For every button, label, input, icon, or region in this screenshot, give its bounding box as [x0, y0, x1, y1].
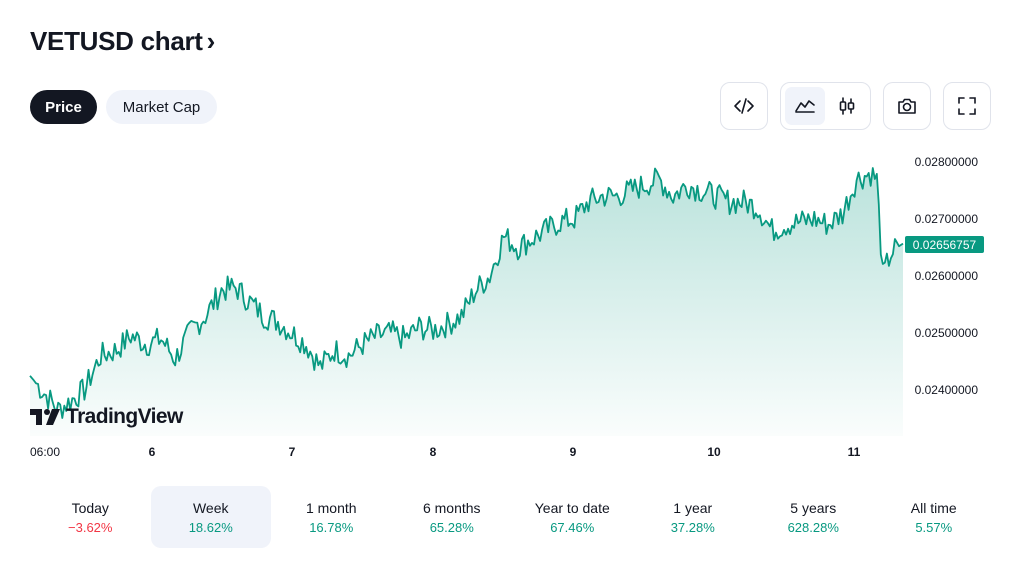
fullscreen-icon [958, 97, 976, 115]
period-change: 65.28% [429, 519, 474, 535]
period-change: 16.78% [309, 519, 354, 535]
period-year-to-date[interactable]: Year to date 67.46% [512, 486, 633, 548]
period-1-month[interactable]: 1 month 16.78% [271, 486, 392, 548]
candlestick-icon [839, 97, 855, 115]
period-label: All time [910, 499, 957, 516]
page-title[interactable]: VETUSD chart › [30, 26, 215, 57]
period-6-months[interactable]: 6 months 65.28% [392, 486, 513, 548]
period-label: 5 years [790, 499, 837, 516]
area-style-button[interactable] [785, 87, 825, 125]
area-chart-icon [795, 100, 815, 113]
x-tick-label: 9 [569, 445, 577, 459]
code-icon [734, 98, 754, 114]
price-area-fill [30, 168, 903, 436]
y-tick-label: 0.02700000 [914, 212, 978, 226]
camera-icon [898, 98, 916, 114]
candles-style-button[interactable] [827, 87, 867, 125]
tab-market-cap[interactable]: Market Cap [106, 90, 217, 124]
period-change: 67.46% [550, 519, 595, 535]
embed-button[interactable] [720, 82, 768, 130]
period-change: 5.57% [915, 519, 953, 535]
period-today[interactable]: Today −3.62% [30, 486, 151, 548]
watermark-text: TradingView [66, 405, 183, 428]
chart-style-toggle [780, 82, 871, 130]
period-label: Week [192, 499, 229, 516]
period-label: 1 year [673, 499, 713, 516]
tradingview-logo-icon [30, 409, 60, 425]
period-change: 37.28% [670, 519, 715, 535]
period-label: 6 months [422, 499, 481, 516]
last-price-label: 0.02656757 [905, 236, 984, 253]
period-week[interactable]: Week 18.62% [150, 486, 271, 548]
period-1-year[interactable]: 1 year 37.28% [633, 486, 754, 548]
y-tick-label: 0.02500000 [914, 326, 978, 340]
x-tick-label: 7 [288, 445, 296, 459]
period-label: Year to date [534, 499, 610, 516]
tab-price[interactable]: Price [30, 90, 97, 124]
chevron-right-icon: › [206, 26, 216, 56]
period-change: 628.28% [787, 519, 839, 535]
x-tick-label: 8 [429, 445, 437, 459]
period-change: −3.62% [68, 519, 113, 535]
y-tick-label: 0.02600000 [914, 269, 978, 283]
snapshot-button[interactable] [883, 82, 931, 130]
y-tick-label: 0.02400000 [914, 383, 978, 397]
title-text: VETUSD chart [30, 26, 203, 56]
x-tick-label: 10 [707, 445, 721, 459]
fullscreen-button[interactable] [943, 82, 991, 130]
x-tick-label: 06:00 [30, 445, 61, 459]
period-label: Today [71, 499, 109, 516]
price-line [29, 167, 904, 419]
x-tick-label: 11 [847, 445, 861, 459]
tradingview-logo[interactable]: TradingView [30, 405, 183, 429]
x-tick-label: 6 [148, 445, 156, 459]
period-change: 18.62% [188, 519, 233, 535]
period-5-years[interactable]: 5 years 628.28% [753, 486, 874, 548]
period-selector: Today −3.62% Week 18.62% 1 month 16.78% … [30, 486, 994, 548]
y-tick-label: 0.02800000 [914, 155, 978, 169]
period-all-time[interactable]: All time 5.57% [874, 486, 995, 548]
period-label: 1 month [305, 499, 357, 516]
